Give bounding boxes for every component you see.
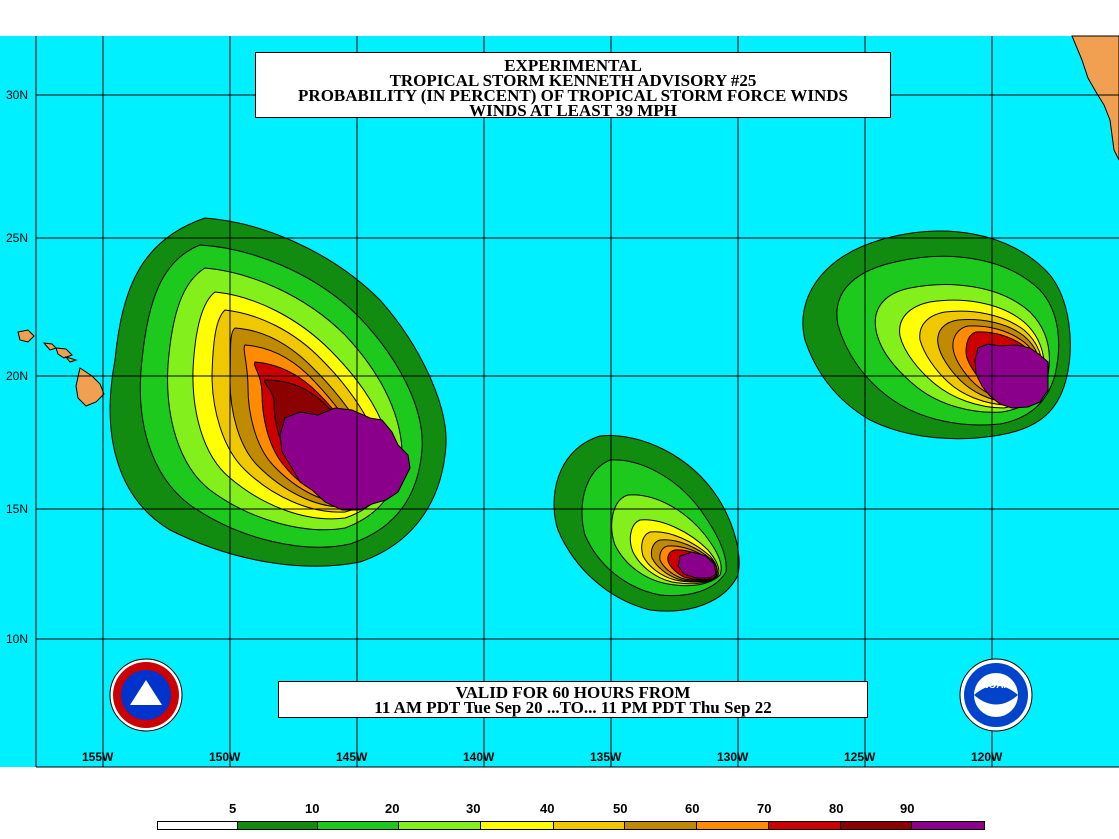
valid-time-box: VALID FOR 60 HOURS FROM 11 AM PDT Tue Se… bbox=[278, 681, 868, 718]
legend-swatch bbox=[553, 821, 625, 830]
legend-swatch bbox=[768, 821, 841, 830]
title-line-2: TROPICAL STORM KENNETH ADVISORY #25 bbox=[389, 71, 757, 90]
title-line-4: WINDS AT LEAST 39 MPH bbox=[469, 101, 677, 120]
legend-label: 60 bbox=[685, 801, 700, 816]
valid-line-2: 11 AM PDT Tue Sep 20 ...TO... 11 PM PDT … bbox=[374, 698, 772, 717]
probability-area-east bbox=[802, 230, 1071, 440]
legend-swatch bbox=[237, 821, 318, 830]
noaa-logo-icon: NOAA bbox=[959, 658, 1033, 732]
legend-swatch bbox=[157, 821, 238, 830]
valid-line-1: VALID FOR 60 HOURS FROM bbox=[455, 683, 691, 702]
lon-label: 120W bbox=[971, 750, 1003, 764]
map-title: EXPERIMENTAL TROPICAL STORM KENNETH ADVI… bbox=[255, 52, 891, 120]
lon-label: 135W bbox=[590, 750, 622, 764]
hawaii-islands bbox=[17, 329, 105, 407]
legend-label: 5 bbox=[229, 801, 237, 816]
lat-label: 25N bbox=[6, 231, 29, 245]
mexico-coast bbox=[1071, 35, 1119, 161]
legend-label: 80 bbox=[829, 801, 844, 816]
nws-logo-icon bbox=[109, 658, 183, 732]
legend-swatch bbox=[840, 821, 912, 830]
lat-label: 20N bbox=[6, 369, 29, 383]
legend-label: 30 bbox=[466, 801, 481, 816]
lat-label: 30N bbox=[6, 88, 29, 102]
lon-label: 130W bbox=[717, 750, 749, 764]
lon-label: 155W bbox=[82, 750, 114, 764]
legend-swatch bbox=[911, 821, 985, 830]
legend-label: 90 bbox=[900, 801, 915, 816]
lon-label: 150W bbox=[209, 750, 241, 764]
probability-area-west bbox=[109, 217, 447, 567]
legend-swatch bbox=[624, 821, 697, 830]
legend-swatch bbox=[480, 821, 554, 830]
legend-label: 50 bbox=[613, 801, 628, 816]
lon-label: 145W bbox=[336, 750, 368, 764]
legend-label: 10 bbox=[305, 801, 320, 816]
legend-swatch bbox=[317, 821, 399, 830]
lon-label: 140W bbox=[463, 750, 495, 764]
lon-label: 125W bbox=[844, 750, 876, 764]
legend-swatch bbox=[696, 821, 769, 830]
title-line-1: EXPERIMENTAL bbox=[504, 56, 642, 75]
probability-area-middle bbox=[553, 435, 740, 612]
lat-label: 10N bbox=[6, 632, 29, 646]
title-line-3: PROBABILITY (IN PERCENT) OF TROPICAL STO… bbox=[298, 86, 848, 105]
legend-label: 70 bbox=[757, 801, 772, 816]
svg-text:NOAA: NOAA bbox=[981, 680, 1010, 691]
legend-swatch bbox=[398, 821, 481, 830]
lat-label: 15N bbox=[6, 502, 29, 516]
legend-label: 40 bbox=[540, 801, 555, 816]
legend-label: 20 bbox=[385, 801, 400, 816]
lat-lon-grid bbox=[36, 36, 1119, 767]
